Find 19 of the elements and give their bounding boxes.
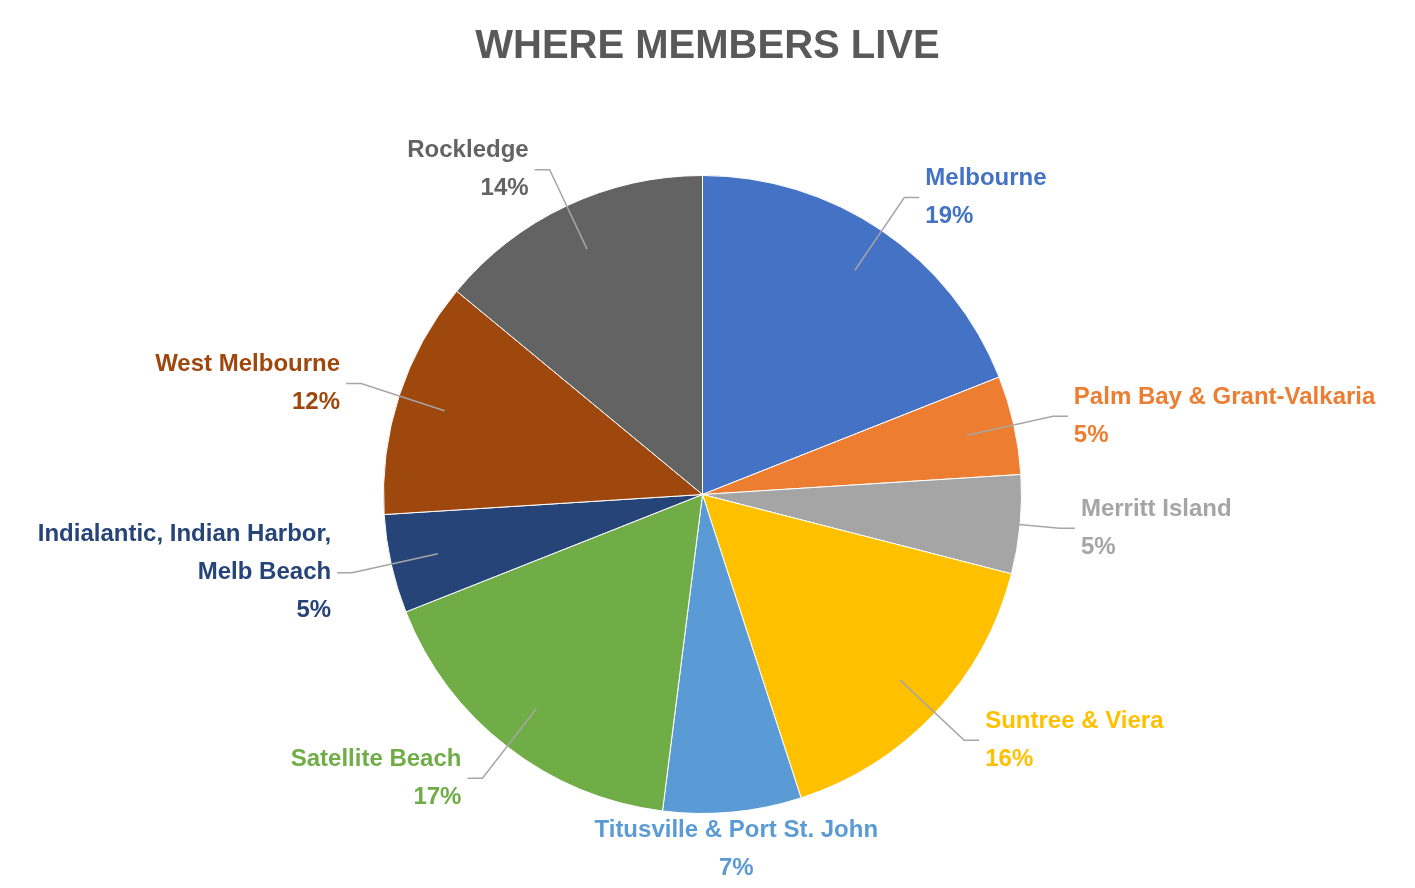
slice-label: Satellite Beach [290,743,462,771]
data-label: 5% [1073,419,1109,447]
slice-label: Titusville & Port St. John [594,814,879,842]
data-label: 14% [480,173,529,201]
slice-label: Palm Bay & Grant-Valkaria [1073,381,1376,409]
data-label: 7% [718,852,754,880]
data-label: 16% [985,743,1034,771]
data-label: 12% [292,387,341,415]
data-label: 5% [1080,531,1116,559]
slice-label: West Melbourne [155,349,341,377]
data-label: 19% [925,201,974,229]
slice-label: Melbourne [925,163,1047,191]
slice-label: Indialantic, Indian Harbor, Melb Beach [37,519,332,585]
slice-label: Suntree & Viera [985,705,1165,733]
slice-label: Merritt Island [1080,493,1232,521]
data-label: 17% [413,781,462,809]
data-label: 5% [296,595,332,623]
chart-title: WHERE MEMBERS LIVE [474,22,941,67]
slice-label: Rockledge [407,135,529,163]
